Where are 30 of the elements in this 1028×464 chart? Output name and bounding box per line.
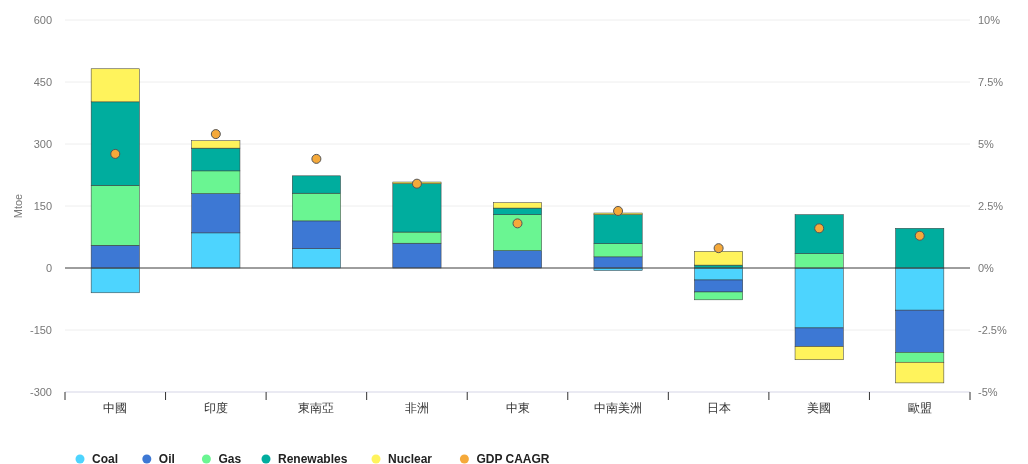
y-tick-label: 150: [33, 200, 52, 212]
y-axis-title: Mtoe: [12, 193, 24, 219]
legend-label: Gas: [218, 452, 242, 464]
x-tick-label: 印度: [203, 401, 228, 415]
x-tick-label: 日本: [706, 401, 731, 415]
x-tick-label: 東南亞: [298, 401, 335, 415]
y2-tick-label: 5%: [978, 138, 995, 150]
y-tick-label: 0: [45, 262, 52, 274]
y-tick-label: -150: [29, 324, 52, 336]
y2-tick-label: -5%: [978, 386, 998, 398]
x-tick-label: 中東: [505, 401, 530, 415]
y-tick-label: -300: [29, 386, 52, 398]
x-tick-label: 美國: [807, 401, 832, 415]
legend-label: GDP CAAGR: [476, 452, 550, 464]
x-tick-label: 歐盟: [907, 401, 932, 415]
y-tick-label: 450: [33, 76, 52, 88]
legend-label: Oil: [158, 452, 175, 464]
y-tick-label: 600: [33, 14, 52, 26]
x-tick-label: 中國: [103, 401, 128, 415]
y2-tick-label: 0%: [978, 262, 995, 274]
y2-tick-label: -2.5%: [978, 324, 1007, 336]
y2-tick-label: 2.5%: [978, 200, 1004, 212]
y2-tick-label: 10%: [978, 14, 1001, 26]
x-tick-label: 非洲: [404, 401, 429, 415]
y2-tick-label: 7.5%: [978, 76, 1004, 88]
y-tick-label: 300: [33, 138, 52, 150]
legend-label: Coal: [92, 452, 119, 464]
x-tick-label: 中南美洲: [594, 401, 643, 415]
legend-label: Renewables: [278, 452, 348, 464]
legend-label: Nuclear: [388, 452, 433, 464]
